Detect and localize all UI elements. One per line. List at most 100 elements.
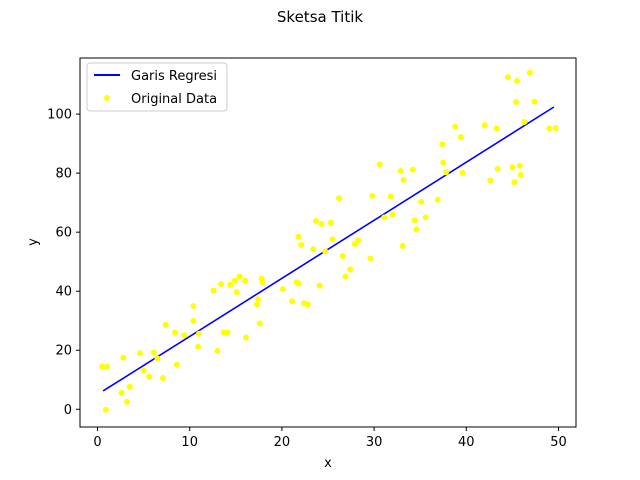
data-point	[504, 74, 511, 81]
data-point	[347, 266, 354, 273]
data-point	[509, 164, 516, 171]
data-point	[289, 298, 296, 305]
x-tick-label: 10	[181, 435, 198, 450]
y-tick-label: 20	[55, 344, 72, 359]
data-point	[313, 217, 320, 224]
y-tick-label: 80	[55, 167, 72, 182]
data-point	[355, 237, 362, 244]
data-point	[400, 176, 407, 183]
data-point	[254, 296, 261, 303]
data-point	[329, 236, 336, 243]
data-point	[254, 301, 261, 308]
data-point	[150, 349, 157, 356]
y-tick-label: 0	[64, 403, 72, 418]
data-point	[102, 406, 109, 413]
data-point	[242, 334, 249, 341]
data-point	[140, 367, 147, 374]
x-tick-label: 20	[274, 435, 291, 450]
data-point	[418, 198, 425, 205]
data-point	[487, 177, 494, 184]
data-point	[304, 301, 311, 308]
legend-label-regression: Garis Regresi	[131, 69, 217, 84]
data-point	[511, 179, 518, 186]
x-tick-label: 50	[550, 435, 567, 450]
data-point	[387, 193, 394, 200]
data-point	[224, 329, 231, 336]
legend-box	[86, 62, 228, 112]
y-tick-label: 40	[55, 285, 72, 300]
y-tick-label: 100	[47, 108, 72, 123]
data-point	[367, 255, 374, 262]
data-point	[381, 214, 388, 221]
data-point	[413, 226, 420, 233]
data-point	[236, 273, 243, 280]
data-point	[494, 165, 501, 172]
data-point	[120, 354, 127, 361]
data-point	[397, 168, 404, 175]
data-point	[399, 243, 406, 250]
data-point	[295, 280, 302, 287]
data-point	[99, 363, 106, 370]
data-point	[517, 171, 524, 178]
data-point	[173, 361, 180, 368]
data-point	[242, 277, 249, 284]
x-tick-label: 0	[93, 435, 101, 450]
data-point	[218, 281, 225, 288]
data-point	[493, 125, 500, 132]
chart-title: Sketsa Titik	[277, 8, 363, 26]
data-point	[190, 302, 197, 309]
data-point	[126, 383, 133, 390]
data-point	[171, 329, 178, 336]
data-point	[316, 282, 323, 289]
data-point	[481, 122, 488, 129]
data-point	[118, 389, 125, 396]
data-point	[369, 192, 376, 199]
legend: Garis Regresi Original Data	[86, 62, 228, 112]
data-point	[259, 279, 266, 286]
data-point	[526, 69, 533, 76]
data-point	[195, 330, 202, 337]
data-point	[434, 196, 441, 203]
data-point	[298, 241, 305, 248]
data-point	[409, 166, 416, 173]
data-point	[546, 125, 553, 132]
data-point	[227, 281, 234, 288]
data-point	[295, 233, 302, 240]
data-point	[339, 253, 346, 260]
data-point	[513, 78, 520, 85]
data-point	[195, 343, 202, 350]
data-point	[457, 134, 464, 141]
data-point	[443, 169, 450, 176]
data-point	[159, 374, 166, 381]
data-point	[342, 273, 349, 280]
data-point	[521, 119, 528, 126]
data-point	[552, 124, 559, 131]
data-point	[531, 98, 538, 105]
data-point	[136, 350, 143, 357]
x-tick-label: 40	[458, 435, 475, 450]
data-point	[439, 141, 446, 148]
x-axis: 0 10 20 30 40 50	[93, 427, 567, 450]
y-axis: 0 20 40 60 80 100	[47, 108, 80, 418]
regression-line	[102, 106, 555, 392]
data-point	[214, 347, 221, 354]
data-point	[336, 195, 343, 202]
data-point	[154, 355, 161, 362]
data-point	[233, 289, 240, 296]
data-point	[162, 321, 169, 328]
data-point	[231, 277, 238, 284]
data-point	[422, 214, 429, 221]
data-point	[124, 398, 131, 405]
data-point	[440, 159, 447, 166]
data-point	[146, 373, 153, 380]
data-point	[376, 161, 383, 168]
data-point	[310, 246, 317, 253]
data-point	[513, 98, 520, 105]
data-point	[516, 162, 523, 169]
data-point	[459, 169, 466, 176]
data-point	[210, 287, 217, 294]
axes-frame	[79, 57, 577, 428]
data-point	[256, 320, 263, 327]
y-axis-label: y	[26, 238, 41, 246]
